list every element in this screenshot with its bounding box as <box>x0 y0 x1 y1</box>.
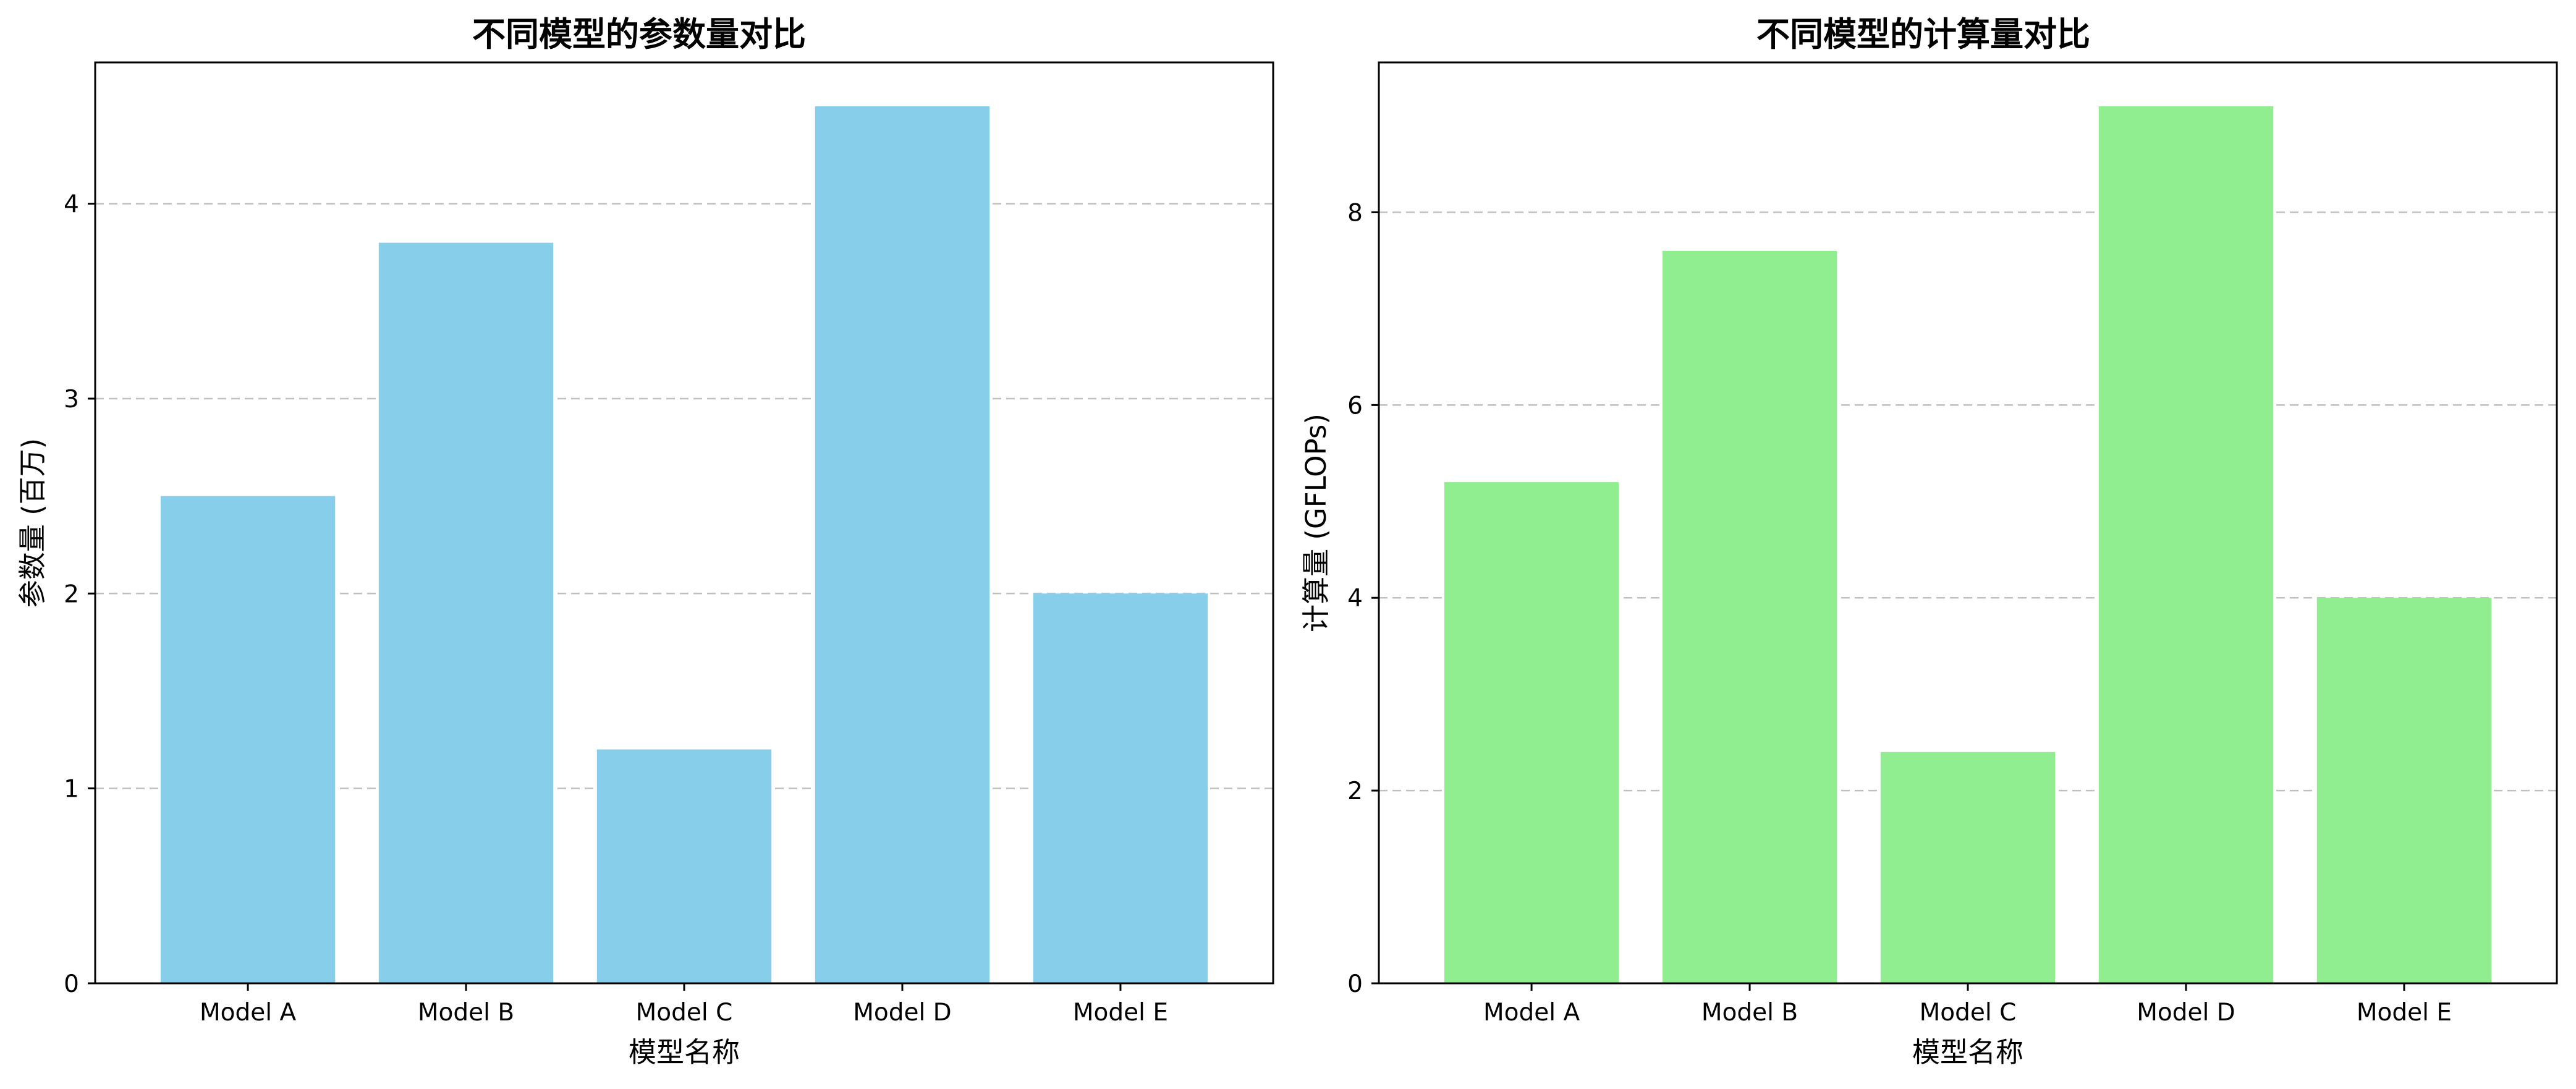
compute-chart-bar <box>1662 250 1837 983</box>
parameter-chart-bar <box>378 242 554 983</box>
compute-chart-bar <box>1444 482 1619 983</box>
parameter-chart-title: 不同模型的参数量对比 <box>472 15 806 54</box>
parameter-chart-x-tick-label: Model A <box>200 999 296 1027</box>
parameter-chart-y-ticks: 0 1 2 3 4 <box>64 191 95 998</box>
compute-chart-x-ticks: Model A Model B Model C Model D Model E <box>1483 983 2452 1027</box>
compute-chart-bars <box>1444 106 2492 983</box>
parameter-chart-x-tick-label: Model C <box>636 999 733 1027</box>
compute-chart-x-tick-label: Model B <box>1701 999 1798 1027</box>
parameter-chart-x-tick-label: Model D <box>853 999 952 1027</box>
parameter-chart-bar <box>1033 593 1208 983</box>
parameter-chart-y-tick-label: 2 <box>64 580 79 608</box>
parameter-chart-y-tick-label: 0 <box>64 970 79 998</box>
compute-chart-y-tick-label: 6 <box>1347 392 1363 420</box>
compute-chart-x-tick-label: Model E <box>2357 999 2452 1027</box>
compute-chart-x-tick-label: Model C <box>1920 999 2017 1027</box>
compute-chart-bar <box>2098 106 2274 983</box>
parameter-chart-bar <box>160 496 336 983</box>
parameter-chart-x-ticks: Model A Model B Model C Model D Model E <box>200 983 1168 1027</box>
compute-chart-x-tick-label: Model D <box>2137 999 2235 1027</box>
parameter-chart-x-tick-label: Model E <box>1073 999 1168 1027</box>
compute-chart-x-axis-label: 模型名称 <box>1912 1036 2023 1069</box>
compute-chart-y-axis-label: 计算量 (GFLOPs) <box>1300 413 1332 632</box>
parameter-chart-bar <box>815 106 990 983</box>
compute-chart-y-tick-label: 4 <box>1347 585 1363 612</box>
compute-chart-y-tick-label: 8 <box>1347 199 1363 227</box>
parameter-chart-bars <box>160 106 1208 983</box>
compute-chart-bar <box>2316 598 2492 983</box>
compute-chart-y-tick-label: 2 <box>1347 778 1363 805</box>
parameter-chart-y-tick-label: 1 <box>64 776 79 803</box>
compute-chart-y-ticks: 0 2 4 6 8 <box>1347 199 1379 998</box>
compute-chart-x-tick-label: Model A <box>1483 999 1580 1027</box>
compute-chart-title: 不同模型的计算量对比 <box>1756 15 2090 54</box>
compute-chart-y-tick-label: 0 <box>1347 970 1363 998</box>
parameter-chart-bar <box>596 749 772 983</box>
parameter-chart-y-tick-label: 3 <box>64 386 79 413</box>
parameter-chart-x-tick-label: Model B <box>418 999 514 1027</box>
parameter-chart-y-axis-label: 参数量 (百万) <box>16 438 49 608</box>
compute-chart-bar <box>1880 752 2056 983</box>
parameter-chart-x-axis-label: 模型名称 <box>629 1036 740 1069</box>
parameter-chart-y-tick-label: 4 <box>64 191 79 219</box>
